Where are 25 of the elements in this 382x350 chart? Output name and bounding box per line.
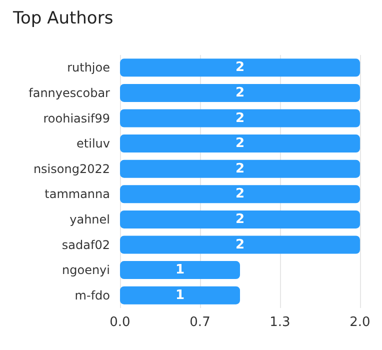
- data-label: 2: [235, 237, 245, 252]
- y-tick-label: fannyescobar: [28, 86, 110, 100]
- data-label: 2: [235, 212, 245, 227]
- data-label: 2: [235, 136, 245, 152]
- y-tick-label: ruthjoe: [67, 60, 110, 75]
- data-label: 2: [235, 161, 245, 176]
- data-label: 2: [235, 186, 245, 202]
- y-tick-label: ngoenyi: [62, 263, 110, 278]
- y-tick-label: m-fdo: [74, 288, 110, 302]
- data-label: 2: [235, 60, 245, 76]
- y-tick-label: etiluv: [76, 136, 110, 151]
- x-tick-label: 2.0: [350, 315, 370, 330]
- data-label: 1: [175, 288, 185, 303]
- x-tick-label: 1.3: [270, 315, 290, 330]
- x-tick-label: 0.7: [190, 315, 210, 330]
- data-label: 1: [175, 262, 185, 278]
- data-label: 2: [235, 85, 245, 100]
- y-tick-label: nsisong2022: [33, 162, 110, 176]
- y-tick-label: roohiasif99: [43, 111, 110, 126]
- y-tick-label: yahnel: [70, 212, 110, 226]
- y-tick-label: tammanna: [44, 187, 110, 202]
- data-label: 2: [235, 110, 245, 126]
- chart-title: Top Authors: [12, 8, 114, 28]
- y-tick-label: sadaf02: [62, 238, 110, 252]
- x-tick-label: 0.0: [110, 315, 130, 330]
